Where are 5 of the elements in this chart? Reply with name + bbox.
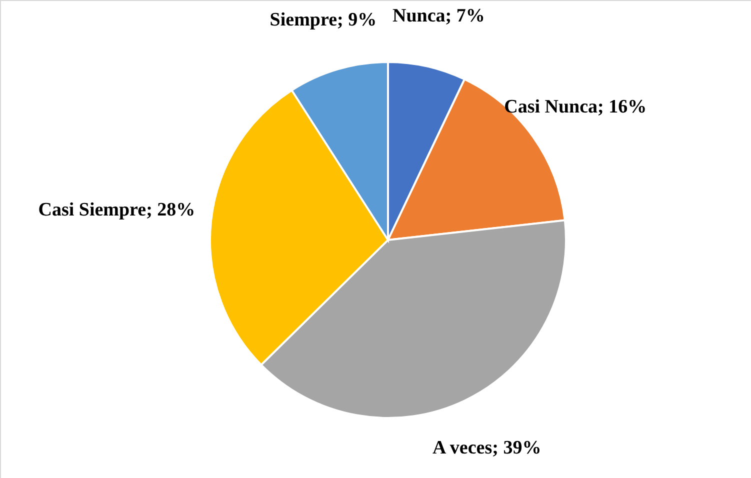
slice-label: Nunca; 7% <box>392 6 485 27</box>
slice-label: Casi Nunca; 16% <box>504 96 647 118</box>
slice-label: Siempre; 9% <box>270 9 377 30</box>
slice-label: Casi Siempre; 28% <box>38 200 196 221</box>
slice-label: A veces; 39% <box>432 438 542 459</box>
